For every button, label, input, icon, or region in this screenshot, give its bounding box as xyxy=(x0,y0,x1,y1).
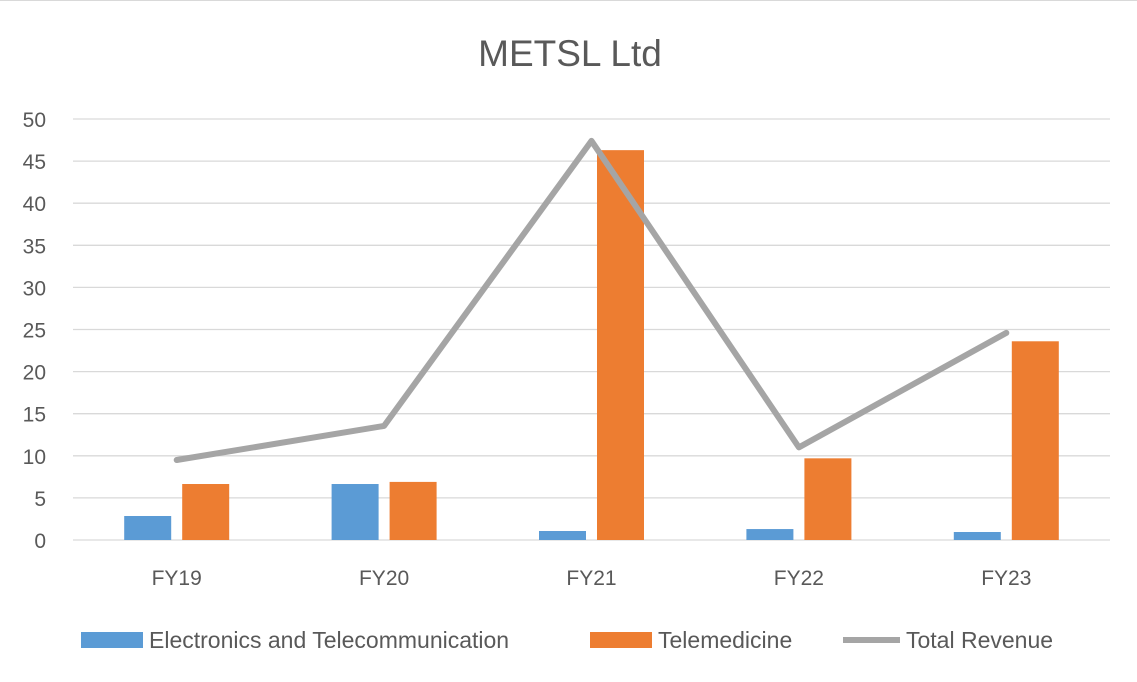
bar-telemedicine-fy19 xyxy=(182,484,230,540)
y-tick-label: 5 xyxy=(34,488,46,511)
bar-electronics-and-telecommunication-fy21 xyxy=(539,530,586,540)
y-tick-label: 40 xyxy=(23,193,46,216)
legend-item: Total Revenue xyxy=(843,627,1053,653)
y-axis-ticks: 0 5 10 15 20 25 30 35 40 45 50 xyxy=(23,109,46,553)
bars xyxy=(124,150,1059,541)
bar-electronics-and-telecommunication-fy23 xyxy=(953,532,1001,540)
x-tick-label: FY19 xyxy=(152,567,202,590)
legend-label: Telemedicine xyxy=(658,627,792,653)
chart-title: METSL Ltd xyxy=(478,33,662,74)
legend-swatch xyxy=(590,632,652,648)
x-tick-label: FY21 xyxy=(566,567,616,590)
x-tick-label: FY23 xyxy=(981,567,1031,590)
y-tick-label: 10 xyxy=(23,446,46,469)
bar-electronics-and-telecommunication-fy19 xyxy=(124,516,172,540)
line-total-revenue xyxy=(173,137,1010,464)
y-tick-label: 50 xyxy=(23,109,46,132)
legend-item: Telemedicine xyxy=(590,627,792,653)
x-tick-label: FY22 xyxy=(774,567,824,590)
legend-item: Electronics and Telecommunication xyxy=(81,627,509,653)
y-tick-label: 20 xyxy=(23,362,46,385)
y-tick-label: 45 xyxy=(23,151,46,174)
legend-label: Electronics and Telecommunication xyxy=(149,627,509,653)
y-tick-label: 25 xyxy=(23,320,46,343)
x-tick-label: FY20 xyxy=(359,567,409,590)
bar-telemedicine-fy20 xyxy=(389,481,437,540)
gridlines xyxy=(73,118,1110,541)
legend: Electronics and Telecommunication Telemed… xyxy=(81,627,1053,653)
y-tick-label: 0 xyxy=(34,530,46,553)
x-axis-ticks: FY19 FY20 FY21 FY22 FY23 xyxy=(152,567,1032,590)
legend-swatch xyxy=(81,632,143,648)
legend-label: Total Revenue xyxy=(906,627,1053,653)
lines xyxy=(173,137,1010,464)
y-tick-label: 30 xyxy=(23,277,46,300)
y-tick-label: 35 xyxy=(23,235,46,258)
bar-telemedicine-fy21 xyxy=(597,150,644,541)
bar-telemedicine-fy23 xyxy=(1011,341,1059,540)
bar-electronics-and-telecommunication-fy22 xyxy=(746,529,794,540)
bar-telemedicine-fy22 xyxy=(804,458,852,540)
y-tick-label: 15 xyxy=(23,404,46,427)
bar-electronics-and-telecommunication-fy20 xyxy=(331,484,379,540)
